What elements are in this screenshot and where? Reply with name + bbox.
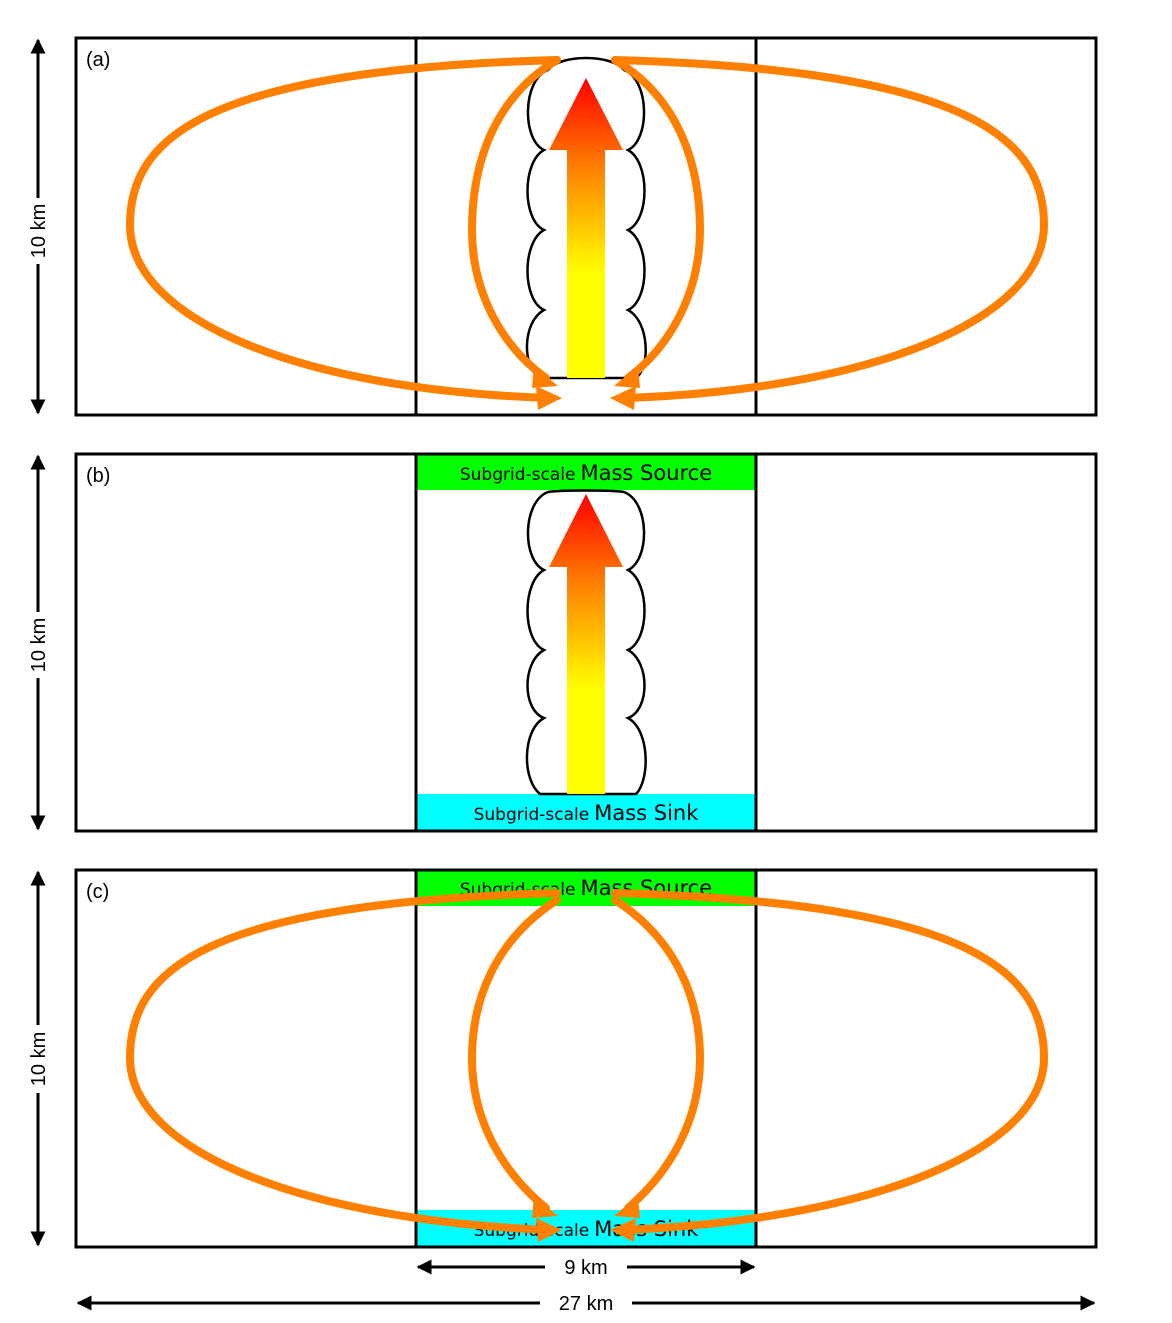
height-label: 10 km — [28, 204, 50, 258]
mass-source-main: Mass Source — [580, 461, 712, 485]
outer-circulation-left — [125, 889, 561, 1234]
mass-source-band — [416, 454, 756, 490]
inner-circulation-left — [467, 896, 561, 1212]
panel-b: (b) Subgrid-scale Mass Source Subgrid-sca… — [28, 452, 1098, 833]
outer-circulation-right — [611, 56, 1049, 402]
mass-source-label: Subgrid-scale Mass Source — [460, 461, 712, 485]
updraft-arrow — [549, 78, 623, 378]
circulation-arrows — [125, 889, 1049, 1234]
updraft-arrow — [549, 494, 623, 794]
circulation-arrowheads — [532, 366, 640, 410]
height-indicator: 10 km — [28, 38, 50, 415]
panel-frame — [74, 36, 1098, 417]
height-label: 10 km — [28, 1032, 50, 1086]
cloud-outline — [525, 489, 647, 796]
panel-label: (c) — [86, 881, 109, 903]
outer-circulation-left — [125, 56, 561, 402]
panel-frame — [74, 452, 1098, 833]
inner-circulation-left — [467, 56, 561, 382]
arrowhead — [536, 386, 562, 410]
panel-frame — [74, 868, 1098, 1249]
arrowhead — [614, 1196, 640, 1218]
mass-sink-main: Mass Sink — [594, 801, 699, 825]
arrowhead — [536, 1218, 562, 1242]
inner-width-label: 9 km — [564, 1257, 607, 1279]
panel-c: (c) Subgrid-scale Mass Source Subgrid-sca… — [28, 868, 1098, 1249]
height-indicator: 10 km — [28, 454, 50, 831]
panel-label: (b) — [86, 465, 110, 487]
panel-label: (a) — [86, 49, 110, 71]
panel-a: (a) 10 km — [28, 36, 1098, 417]
total-width-label: 27 km — [559, 1293, 613, 1315]
mass-source-prefix: Subgrid-scale — [460, 465, 576, 485]
cloud-outline — [525, 56, 647, 380]
circulation-arrowheads — [532, 1196, 640, 1242]
total-width-indicator: 27 km — [76, 1293, 1096, 1315]
mass-sink-band — [416, 794, 756, 831]
inner-width-indicator: 9 km — [416, 1257, 756, 1279]
arrowhead — [610, 386, 636, 410]
circulation-arrows — [125, 56, 1049, 402]
inner-circulation-right — [611, 56, 705, 382]
arrowhead — [610, 1218, 636, 1242]
height-label: 10 km — [28, 618, 50, 672]
outer-circulation-right — [611, 889, 1049, 1234]
arrowhead — [614, 366, 640, 388]
arrowhead — [532, 1196, 558, 1218]
mass-sink-prefix: Subgrid-scale — [474, 805, 590, 825]
mass-sink-label: Subgrid-scale Mass Sink — [474, 801, 700, 825]
arrowhead — [532, 366, 558, 388]
height-indicator: 10 km — [28, 870, 50, 1247]
inner-circulation-right — [611, 896, 705, 1212]
